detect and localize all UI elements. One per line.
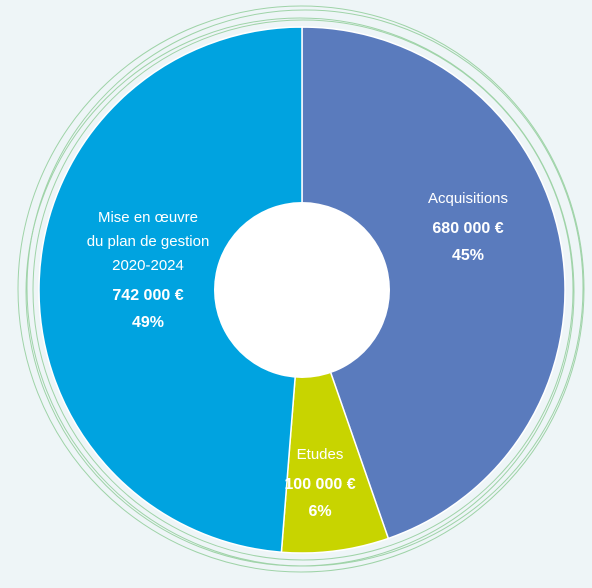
donut-hole bbox=[214, 202, 390, 378]
category-line: 2020-2024 bbox=[112, 257, 184, 274]
ring bbox=[26, 9, 584, 567]
percent-label: 45% bbox=[452, 247, 484, 264]
slices bbox=[38, 26, 566, 554]
labels: Acquisitions 680 000 € 45% Etudes 100 000 € 6… bbox=[87, 190, 508, 520]
slice bbox=[38, 26, 303, 553]
ring bbox=[17, 5, 585, 573]
percent-label: 49% bbox=[132, 314, 164, 331]
category-line: Etudes bbox=[297, 446, 344, 463]
ring bbox=[32, 19, 574, 561]
category-label: Mise en œuvre du plan de gestion 2020-2024 bbox=[87, 209, 210, 274]
category-label: Etudes bbox=[297, 446, 344, 463]
category-line: Mise en œuvre bbox=[98, 209, 198, 226]
value-label: 100 000 € bbox=[284, 476, 355, 493]
value-label: 680 000 € bbox=[432, 220, 503, 237]
slice bbox=[301, 26, 566, 540]
category-line: Acquisitions bbox=[428, 190, 508, 207]
value-label: 742 000 € bbox=[112, 287, 183, 304]
category-line: du plan de gestion bbox=[87, 233, 210, 250]
decorative-rings bbox=[17, 5, 585, 573]
category-label: Acquisitions bbox=[428, 190, 508, 207]
percent-label: 6% bbox=[308, 503, 331, 520]
